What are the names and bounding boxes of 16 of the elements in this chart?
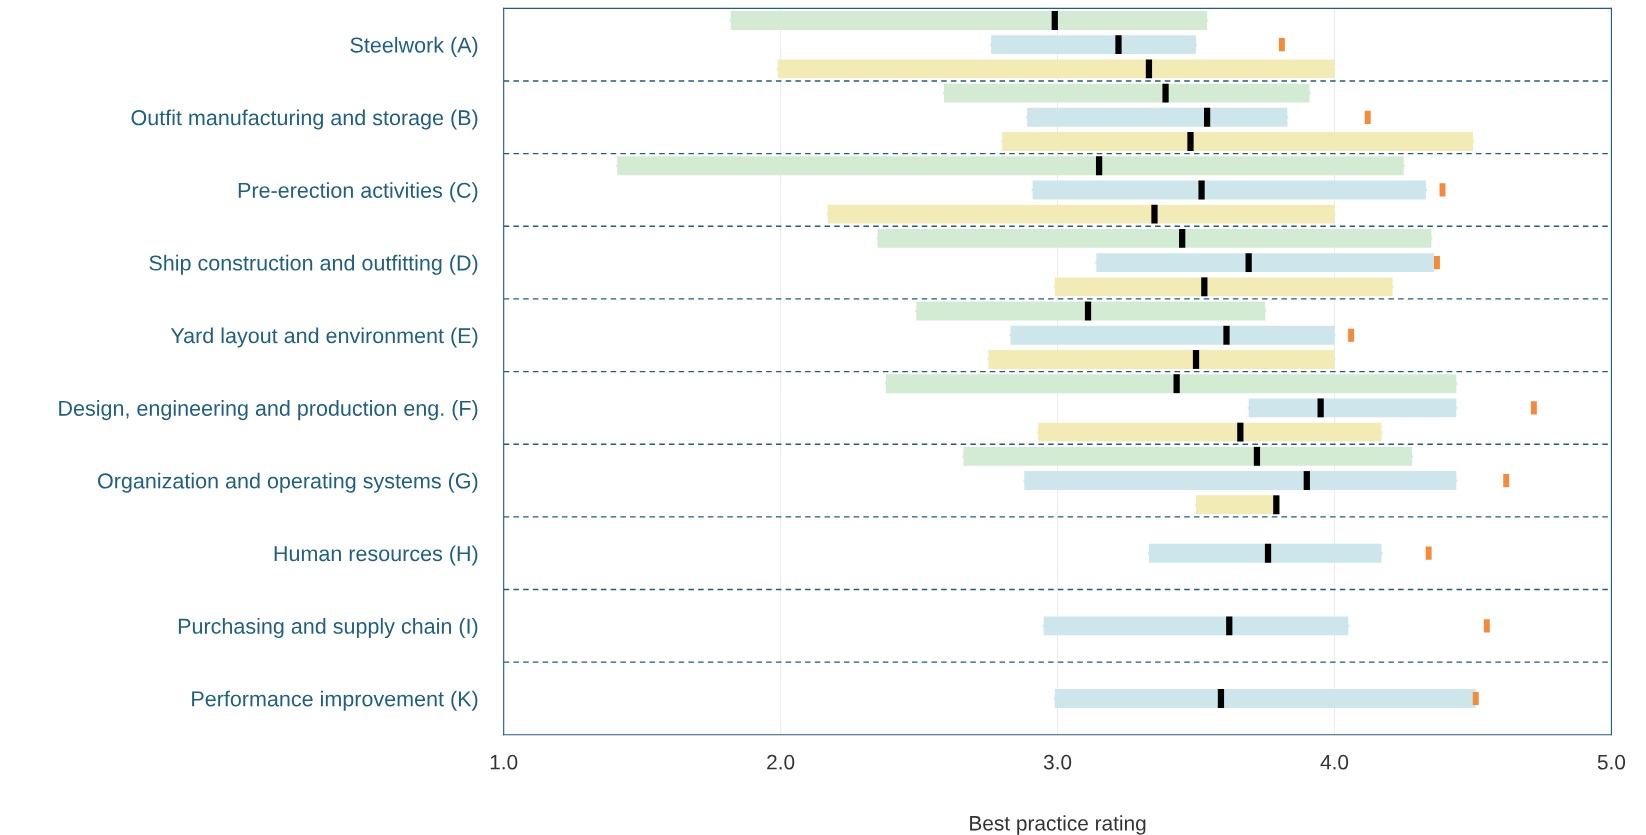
y-tick-label: Purchasing and supply chain (I)	[178, 618, 478, 639]
y-tick-label: Steelwork (A)	[350, 36, 478, 57]
x-axis-title: Best practice rating	[970, 815, 1146, 835]
x-tick-label: 1.0	[490, 754, 518, 770]
y-tick-label: Ship construction and outfitting (D)	[149, 254, 478, 275]
y-tick-label: Yard layout and environment (E)	[170, 327, 478, 348]
x-tick-label: 5.0	[1597, 754, 1626, 770]
y-tick-label: Human resources (H)	[274, 545, 478, 566]
y-tick-label: Outfit manufacturing and storage (B)	[131, 109, 478, 130]
y-tick-label: Pre-erection activities (C)	[238, 182, 478, 203]
y-tick-label: Organization and operating systems (G)	[98, 472, 478, 493]
x-tick-label: 3.0	[1043, 754, 1072, 770]
x-tick-label: 4.0	[1320, 754, 1349, 770]
y-tick-label: Design, engineering and production eng. (F)	[59, 400, 478, 421]
y-tick-label: Performance improvement (K)	[192, 690, 478, 711]
x-tick-label: 2.0	[767, 754, 795, 770]
